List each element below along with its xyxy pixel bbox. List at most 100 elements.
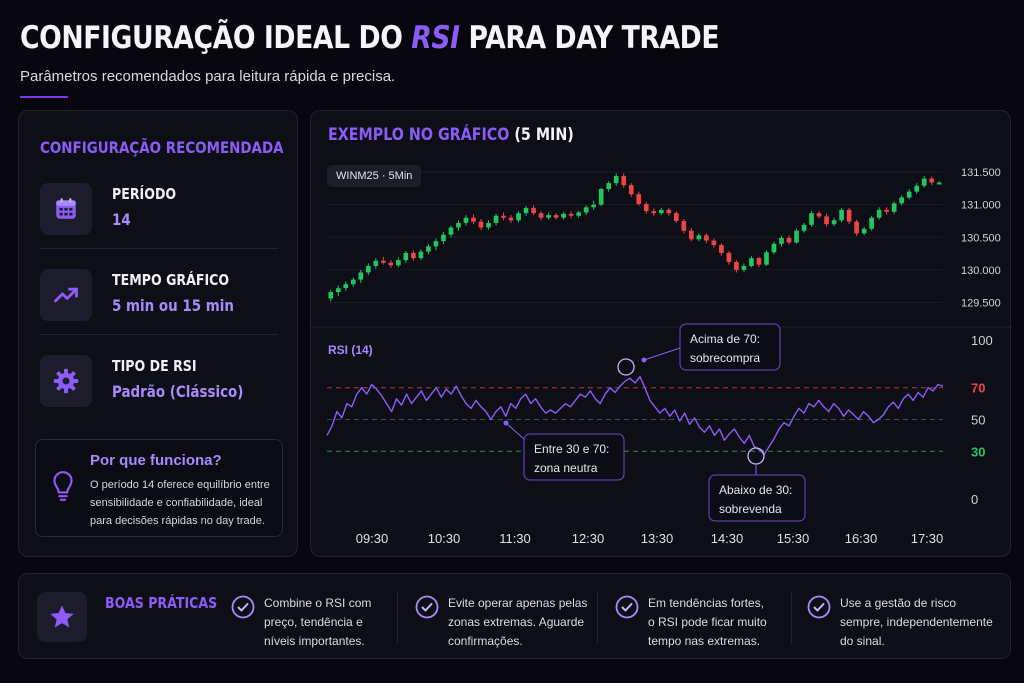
candle-body	[561, 213, 566, 218]
candle-body	[906, 191, 912, 198]
tip-text: Combine o RSI com preço, tendência e nív…	[264, 596, 372, 648]
candle-body	[921, 178, 927, 186]
title-accent: RSI	[411, 20, 460, 56]
check-circle-icon	[615, 595, 639, 619]
candle-body	[553, 215, 559, 218]
time-tick-label: 14:30	[711, 531, 744, 546]
candle-body	[704, 235, 709, 241]
candle-body	[403, 252, 409, 261]
candle-body	[794, 230, 799, 243]
oversold-callout-text: Abaixo de 30:	[719, 483, 792, 497]
candle-body	[350, 279, 356, 285]
candle-body	[824, 216, 829, 225]
rsi-tick-label: 0	[971, 492, 978, 507]
calendar-icon	[40, 183, 92, 235]
candle-body	[508, 217, 514, 221]
candle-body	[719, 245, 724, 253]
candle-body	[493, 215, 499, 223]
divider	[597, 592, 598, 644]
candle-body	[764, 252, 769, 265]
setting-value: Padrão (Clássico)	[112, 382, 244, 401]
chart-title-rest: (5 MIN)	[509, 125, 574, 145]
best-practices-panel: BOAS PRÁTICAS Combine o RSI com preço, t…	[18, 573, 1011, 659]
candle-body	[929, 178, 935, 183]
candle-body	[568, 213, 574, 216]
lightbulb-icon	[50, 470, 76, 507]
candle-body	[673, 213, 679, 221]
time-tick-label: 16:30	[845, 531, 878, 546]
candle-body	[583, 207, 589, 213]
candle-body	[388, 262, 394, 266]
candle-body	[869, 217, 874, 229]
candle-body	[658, 209, 664, 214]
candle-body	[726, 252, 732, 263]
price-tick-label: 131.000	[961, 200, 1001, 212]
time-tick-label: 15:30	[777, 531, 810, 546]
candle-body	[734, 262, 739, 270]
tip-item: Use a gestão de risco sempre, independen…	[807, 592, 997, 648]
candle-body	[471, 217, 476, 222]
candle-body	[396, 260, 401, 266]
title-underline	[20, 96, 68, 98]
candle-body	[884, 209, 889, 212]
neutral-callout-text: zona neutra	[534, 461, 598, 475]
neutral-callout-box	[523, 433, 625, 481]
candle-body	[756, 258, 762, 265]
time-tick-label: 13:30	[641, 531, 674, 546]
candle-body	[613, 175, 619, 184]
candle-body	[779, 237, 784, 244]
candle-body	[651, 211, 657, 214]
tip-item: Evite operar apenas pelas zonas extremas…	[415, 592, 595, 648]
setting-label: TEMPO GRÁFICO	[112, 271, 230, 289]
candle-body	[749, 258, 754, 266]
divider	[397, 592, 398, 644]
candle-body	[546, 215, 551, 218]
tip-item: Combine o RSI com preço, tendência e nív…	[231, 592, 391, 648]
candle-body	[771, 243, 777, 253]
candle-body	[418, 251, 424, 259]
candle-body	[696, 235, 702, 240]
callout-connector	[505, 422, 525, 440]
time-tick-label: 12:30	[572, 531, 605, 546]
candle-body	[606, 183, 612, 189]
setting-label: PERÍODO	[112, 185, 177, 203]
time-tick-label: 10:30	[428, 531, 461, 546]
candle-body	[831, 220, 837, 225]
candle-body	[523, 207, 529, 214]
check-circle-icon	[231, 595, 255, 619]
chart-title-accent: EXEMPLO NO GRÁFICO	[328, 125, 510, 145]
candle-body	[891, 203, 897, 212]
divider	[791, 592, 792, 644]
overbought-callout-box	[679, 323, 781, 371]
star-icon	[37, 592, 87, 642]
neutral-callout-text: Entre 30 e 70:	[534, 442, 609, 456]
candle-body	[335, 288, 341, 293]
candle-body	[538, 213, 544, 218]
time-tick-label: 11:30	[499, 531, 531, 546]
why-title: Por que funciona?	[90, 452, 222, 469]
setting-timeframe: TEMPO GRÁFICO 5 min ou 15 min	[19, 253, 299, 339]
candle-body	[598, 189, 604, 205]
oversold-marker	[747, 447, 765, 465]
rsi-tick-label: 100	[971, 333, 993, 348]
divider	[40, 248, 278, 249]
config-panel: CONFIGURAÇÃO RECOMENDADA PERÍODO 14 TEMP…	[18, 110, 298, 557]
setting-value: 14	[112, 210, 131, 229]
candle-body	[411, 252, 416, 259]
chart-canvas: 131.500 131.000 130.500 130.000 129.500 RSI (…	[311, 167, 1012, 546]
setting-label: TIPO DE RSI	[112, 357, 197, 375]
candle-body	[899, 197, 905, 204]
tip-item: Em tendências fortes, o RSI pode ficar m…	[615, 592, 790, 648]
chart-panel: 131.500 131.000 130.500 130.000 129.500 RSI (…	[310, 110, 1012, 557]
why-box: Por que funciona? O período 14 oferece e…	[35, 439, 283, 537]
candle-body	[936, 182, 942, 185]
page-subtitle: Parâmetros recomendados para leitura ráp…	[20, 68, 396, 85]
rsi-tick-label: 70	[971, 381, 985, 396]
candle-body	[381, 260, 386, 263]
tip-text: Evite operar apenas pelas zonas extremas…	[448, 596, 588, 648]
candle-body	[643, 204, 649, 212]
setting-rsi-type: TIPO DE RSI Padrão (Clássico)	[19, 339, 299, 425]
candle-body	[816, 213, 822, 217]
candle-body	[786, 237, 792, 243]
candle-body	[448, 227, 454, 235]
